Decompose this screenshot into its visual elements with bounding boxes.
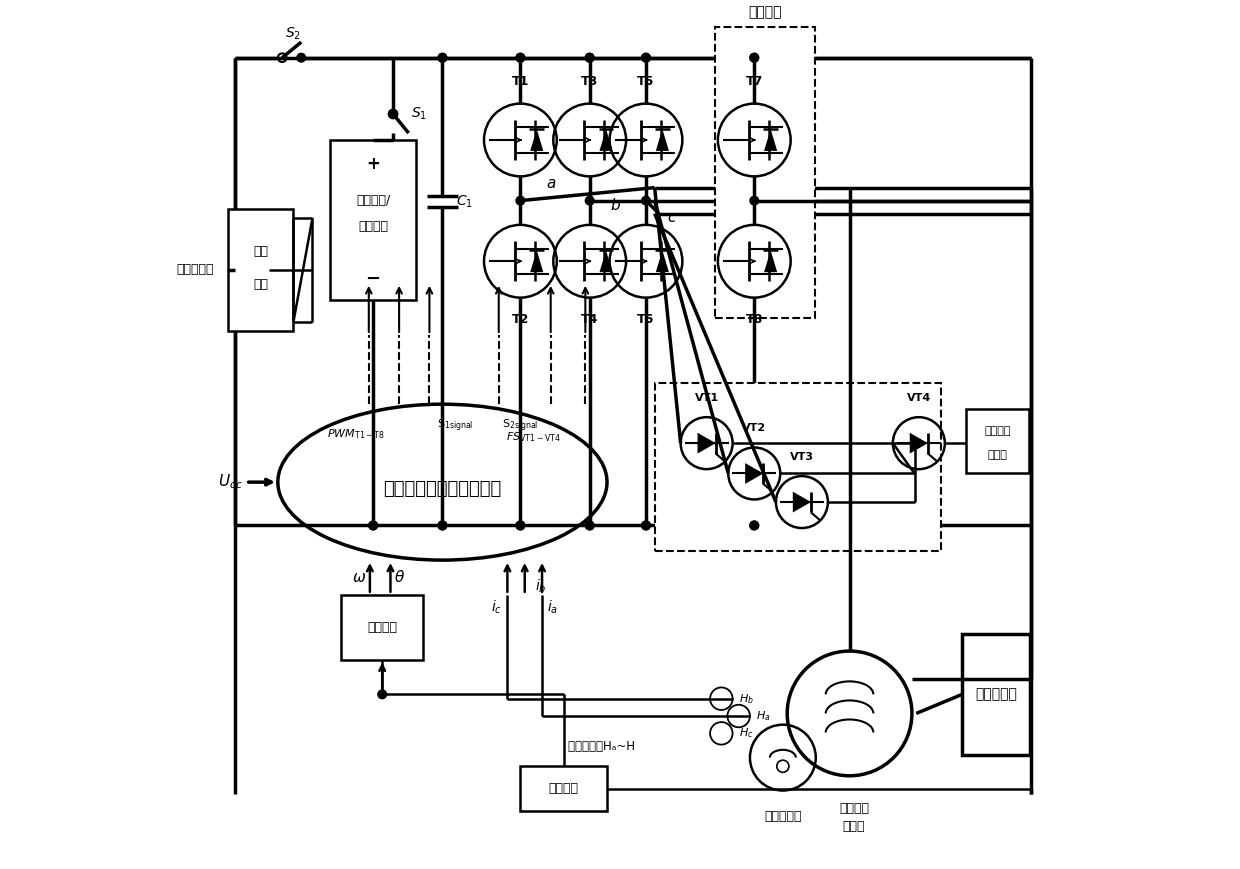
Circle shape <box>585 521 594 530</box>
Text: 永磁起动: 永磁起动 <box>839 802 869 815</box>
Circle shape <box>641 53 650 62</box>
Text: T5: T5 <box>637 76 655 89</box>
Text: T1: T1 <box>512 76 529 89</box>
Text: $U_{dc}$: $U_{dc}$ <box>217 473 243 492</box>
Text: 负载: 负载 <box>253 278 268 291</box>
Text: $c$: $c$ <box>667 210 677 225</box>
Bar <box>655 382 940 552</box>
Circle shape <box>388 109 397 118</box>
Text: T8: T8 <box>745 313 763 326</box>
Circle shape <box>641 521 650 530</box>
Text: T7: T7 <box>745 76 763 89</box>
Text: 电压传感器: 电压传感器 <box>177 263 215 276</box>
Circle shape <box>516 521 525 530</box>
Circle shape <box>516 521 525 530</box>
Circle shape <box>585 521 594 530</box>
Text: 机载电源/: 机载电源/ <box>356 195 391 208</box>
Circle shape <box>438 53 446 62</box>
Polygon shape <box>656 250 668 272</box>
Text: $i_a$: $i_a$ <box>547 599 558 616</box>
Bar <box>521 766 608 812</box>
Circle shape <box>750 53 759 62</box>
Text: +: + <box>366 155 381 173</box>
Polygon shape <box>792 492 811 513</box>
Text: $i_b$: $i_b$ <box>534 577 546 594</box>
Text: 永磁起动发电系统控制器: 永磁起动发电系统控制器 <box>383 480 501 498</box>
Text: PWM$_{\rm T1\sim T8}$: PWM$_{\rm T1\sim T8}$ <box>327 428 384 441</box>
Text: S$_{\rm 1signal}$: S$_{\rm 1signal}$ <box>438 418 474 434</box>
Polygon shape <box>531 129 543 151</box>
Bar <box>715 28 815 317</box>
Text: VT2: VT2 <box>743 423 766 434</box>
Circle shape <box>750 53 759 62</box>
Text: 电气: 电气 <box>253 245 268 258</box>
Text: $H_c$: $H_c$ <box>739 726 753 740</box>
Bar <box>966 408 1029 474</box>
Circle shape <box>750 521 759 530</box>
Text: $S_1$: $S_1$ <box>410 106 427 123</box>
Text: $i_c$: $i_c$ <box>491 599 502 616</box>
Text: −: − <box>366 270 381 289</box>
Text: T3: T3 <box>582 76 599 89</box>
Bar <box>962 634 1029 755</box>
Text: 航空发动机: 航空发动机 <box>975 687 1017 701</box>
Bar <box>341 594 423 660</box>
Circle shape <box>438 521 446 530</box>
Bar <box>330 140 417 300</box>
Text: 晶闸管: 晶闸管 <box>988 450 1008 461</box>
Text: VT3: VT3 <box>790 452 813 462</box>
Text: 发电机: 发电机 <box>843 819 866 833</box>
Polygon shape <box>656 129 668 151</box>
Text: FS$_{\rm VT1\sim VT4}$: FS$_{\rm VT1\sim VT4}$ <box>506 430 560 444</box>
Circle shape <box>585 196 594 205</box>
Text: $H_a$: $H_a$ <box>756 709 770 723</box>
Text: 电流传感器Hₐ~H⁣: 电流传感器Hₐ~H⁣ <box>568 740 635 753</box>
Polygon shape <box>745 463 764 484</box>
Circle shape <box>750 196 759 205</box>
Circle shape <box>641 196 650 205</box>
Polygon shape <box>764 129 777 151</box>
Circle shape <box>641 53 650 62</box>
Text: 旋转变压器: 旋转变压器 <box>764 810 801 823</box>
Text: 故障处理: 故障处理 <box>985 427 1011 436</box>
Circle shape <box>438 53 446 62</box>
Polygon shape <box>910 433 928 454</box>
Circle shape <box>516 196 525 205</box>
Text: 外部电源: 外部电源 <box>358 220 388 233</box>
Text: S$_{\rm 2signal}$: S$_{\rm 2signal}$ <box>502 418 538 434</box>
Text: $\theta$: $\theta$ <box>393 569 404 586</box>
Circle shape <box>368 521 377 530</box>
Text: $a$: $a$ <box>546 176 556 191</box>
Text: 转速计算: 转速计算 <box>367 620 397 634</box>
Circle shape <box>641 521 650 530</box>
Polygon shape <box>599 129 613 151</box>
Text: $\omega$: $\omega$ <box>352 570 367 585</box>
Circle shape <box>750 521 759 530</box>
Text: $S_2$: $S_2$ <box>284 25 300 42</box>
Polygon shape <box>764 250 777 272</box>
Text: $H_b$: $H_b$ <box>739 692 754 706</box>
Circle shape <box>516 53 525 62</box>
Circle shape <box>516 53 525 62</box>
Text: 冗余桥臂: 冗余桥臂 <box>749 5 782 19</box>
Bar <box>228 209 294 330</box>
Circle shape <box>438 521 446 530</box>
Text: $C_1$: $C_1$ <box>455 193 472 209</box>
Polygon shape <box>599 250 613 272</box>
Text: T4: T4 <box>582 313 599 326</box>
Text: $b$: $b$ <box>610 197 621 213</box>
Text: T6: T6 <box>637 313 655 326</box>
Circle shape <box>585 53 594 62</box>
Circle shape <box>368 521 377 530</box>
Circle shape <box>585 53 594 62</box>
Text: T2: T2 <box>512 313 529 326</box>
Polygon shape <box>531 250 543 272</box>
Text: VT1: VT1 <box>694 393 719 403</box>
Circle shape <box>296 53 305 62</box>
Circle shape <box>378 690 387 699</box>
Polygon shape <box>698 433 715 454</box>
Text: VT4: VT4 <box>906 393 931 403</box>
Text: 解码电路: 解码电路 <box>548 782 579 795</box>
